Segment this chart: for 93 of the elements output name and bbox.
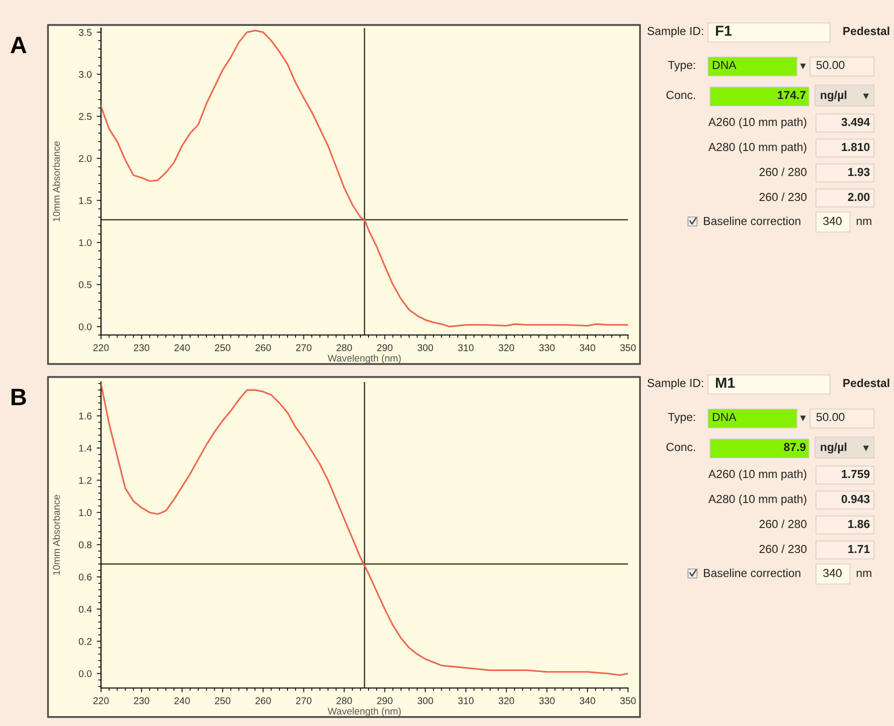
text: A280 (10 mm path) bbox=[708, 494, 806, 506]
x-tick-label: 220 bbox=[93, 697, 109, 704]
x-tick-label: 330 bbox=[539, 697, 555, 704]
x-tick-label: 250 bbox=[214, 697, 230, 704]
y-tick-label: 0.6 bbox=[78, 574, 92, 580]
y-tick-label: 1.6 bbox=[79, 412, 92, 420]
x-tick-label: 300 bbox=[418, 344, 434, 352]
text: ng/µl bbox=[820, 90, 846, 102]
text: 50.00 bbox=[816, 412, 844, 422]
text: Conc. bbox=[666, 90, 695, 100]
y-tick-label: 1.0 bbox=[79, 239, 92, 246]
x-tick-label: 280 bbox=[336, 344, 352, 352]
y-tick-label: 0.4 bbox=[78, 606, 92, 613]
y-tick-label: 1.0 bbox=[79, 509, 92, 516]
text: M1 bbox=[716, 378, 735, 388]
y-tick-label: 3.0 bbox=[78, 70, 92, 78]
y-tick-label: 2.0 bbox=[78, 155, 92, 162]
y-tick-label: 2.5 bbox=[78, 113, 92, 120]
x-axis-title: Wavelength (nm) bbox=[328, 354, 401, 364]
text: Baseline correction bbox=[704, 216, 800, 226]
x-tick-label: 240 bbox=[174, 344, 190, 352]
text: nm bbox=[856, 570, 872, 577]
x-tick-label: 320 bbox=[498, 344, 514, 352]
x-tick-label: 270 bbox=[296, 697, 312, 704]
text: Conc. bbox=[666, 442, 695, 452]
x-tick-label: 250 bbox=[214, 344, 230, 352]
text: 260 / 280 bbox=[760, 520, 807, 528]
x-tick-label: 330 bbox=[539, 344, 555, 352]
x-tick-label: 230 bbox=[134, 697, 150, 704]
x-tick-label: 310 bbox=[458, 344, 474, 352]
y-tick-label: 1.5 bbox=[79, 197, 92, 204]
text: 3.494 bbox=[841, 118, 870, 126]
text: 1.86 bbox=[848, 520, 870, 528]
text: A260 (10 mm path) bbox=[708, 118, 806, 128]
text: nm bbox=[856, 218, 872, 225]
x-tick-label: 260 bbox=[256, 697, 271, 704]
text: 174.7 bbox=[778, 91, 806, 99]
x-tick-label: 260 bbox=[256, 344, 271, 352]
x-tick-label: 270 bbox=[296, 344, 312, 352]
y-tick-label: 0.0 bbox=[78, 670, 92, 678]
text: Pedestal bbox=[843, 26, 890, 36]
x-tick-label: 350 bbox=[620, 697, 636, 704]
x-tick-label: 300 bbox=[418, 697, 434, 704]
x-tick-label: 320 bbox=[498, 697, 514, 704]
y-axis-title: 10mm Absorbance bbox=[52, 141, 60, 222]
line-series bbox=[101, 30, 628, 328]
text: Pedestal bbox=[843, 378, 890, 388]
chart-title: B bbox=[12, 388, 26, 406]
text: 87.9 bbox=[784, 442, 806, 452]
x-tick-label: 350 bbox=[620, 344, 636, 352]
text: Sample ID: bbox=[648, 378, 703, 390]
text: Sample ID: bbox=[648, 26, 703, 38]
text: ng/µl bbox=[820, 442, 846, 454]
x-tick-label: 340 bbox=[580, 697, 596, 704]
y-tick-label: 0.5 bbox=[78, 281, 92, 288]
y-tick-label: 1.4 bbox=[79, 444, 92, 452]
text: Baseline correction bbox=[704, 568, 800, 578]
text: DNA bbox=[712, 413, 736, 421]
y-axis-title: 10mm Absorbance bbox=[52, 494, 60, 575]
text: 1.93 bbox=[848, 168, 870, 176]
text: 340 bbox=[823, 568, 842, 578]
text: 260 / 280 bbox=[760, 168, 807, 176]
text: A260 (10 mm path) bbox=[708, 470, 806, 480]
x-tick-label: 340 bbox=[580, 344, 596, 352]
x-tick-label: 220 bbox=[93, 344, 109, 352]
x-tick-label: 310 bbox=[458, 697, 474, 704]
text: 50.00 bbox=[816, 60, 844, 70]
x-tick-label: 280 bbox=[336, 697, 352, 704]
x-tick-label: 240 bbox=[174, 697, 190, 704]
y-tick-label: 0.0 bbox=[78, 323, 92, 330]
text: 340 bbox=[823, 216, 842, 226]
text: 260 / 230 bbox=[760, 192, 807, 202]
text: A280 (10 mm path) bbox=[708, 142, 806, 154]
text: 1.759 bbox=[842, 470, 870, 478]
text: 1.810 bbox=[842, 142, 870, 152]
y-tick-label: 0.2 bbox=[78, 638, 92, 645]
x-axis-title: Wavelength (nm) bbox=[328, 707, 401, 717]
text: 1.71 bbox=[848, 545, 870, 553]
x-tick-label: 290 bbox=[377, 697, 392, 704]
text: Type: bbox=[668, 61, 695, 72]
text: Type: bbox=[668, 413, 695, 424]
line-series bbox=[101, 382, 628, 676]
text: 260 / 230 bbox=[760, 544, 807, 554]
y-tick-label: 3.5 bbox=[78, 28, 92, 36]
chart-title: A bbox=[10, 36, 26, 54]
y-tick-label: 1.2 bbox=[79, 476, 92, 484]
text: 2.00 bbox=[848, 192, 870, 202]
y-tick-label: 0.8 bbox=[78, 541, 92, 548]
text: 0.943 bbox=[842, 494, 870, 504]
text: DNA bbox=[712, 61, 736, 69]
x-tick-label: 290 bbox=[377, 344, 392, 352]
x-tick-label: 230 bbox=[134, 344, 150, 352]
text: F1 bbox=[716, 26, 732, 36]
